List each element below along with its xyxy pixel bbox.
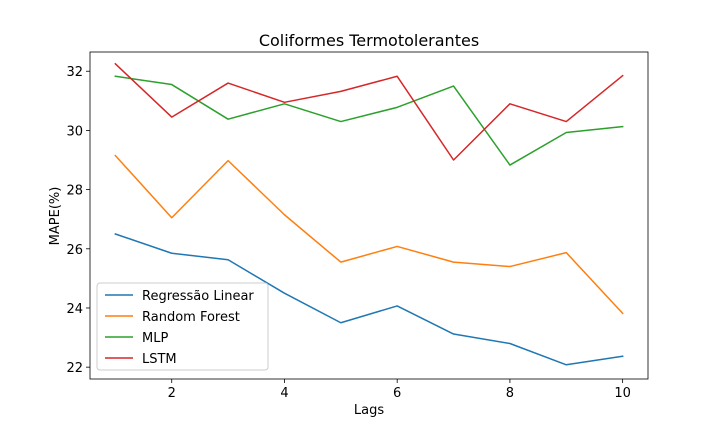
y-tick-label: 30 xyxy=(66,124,83,139)
series-line-2 xyxy=(114,75,624,166)
x-tick-label: 10 xyxy=(614,386,631,401)
legend-label-2: MLP xyxy=(142,331,168,346)
legend-label-1: Random Forest xyxy=(142,310,240,325)
y-tick-label: 26 xyxy=(66,243,83,258)
legend-label-3: LSTM xyxy=(142,352,177,367)
legend-label-0: Regressão Linear xyxy=(142,289,254,304)
y-axis-label: MAPE(%) xyxy=(48,187,63,246)
legend: Regressão Linear Random Forest MLP LSTM xyxy=(96,282,269,371)
x-axis-label: Lags xyxy=(354,403,384,418)
legend-box xyxy=(96,282,269,371)
x-tick-label: 6 xyxy=(393,386,401,401)
y-tick-label: 22 xyxy=(66,361,83,376)
plot-frame xyxy=(89,51,649,380)
x-tick-label: 2 xyxy=(168,386,176,401)
chart-title: Coliformes Termotolerantes xyxy=(259,31,479,50)
series-line-3 xyxy=(114,62,624,161)
x-tick-label: 4 xyxy=(280,386,288,401)
y-tick-label: 32 xyxy=(66,65,83,80)
series-line-0 xyxy=(114,233,624,366)
series-line-1 xyxy=(114,154,624,315)
x-tick-label: 8 xyxy=(506,386,514,401)
y-tick-label: 24 xyxy=(66,302,83,317)
y-tick-label: 28 xyxy=(66,184,83,199)
